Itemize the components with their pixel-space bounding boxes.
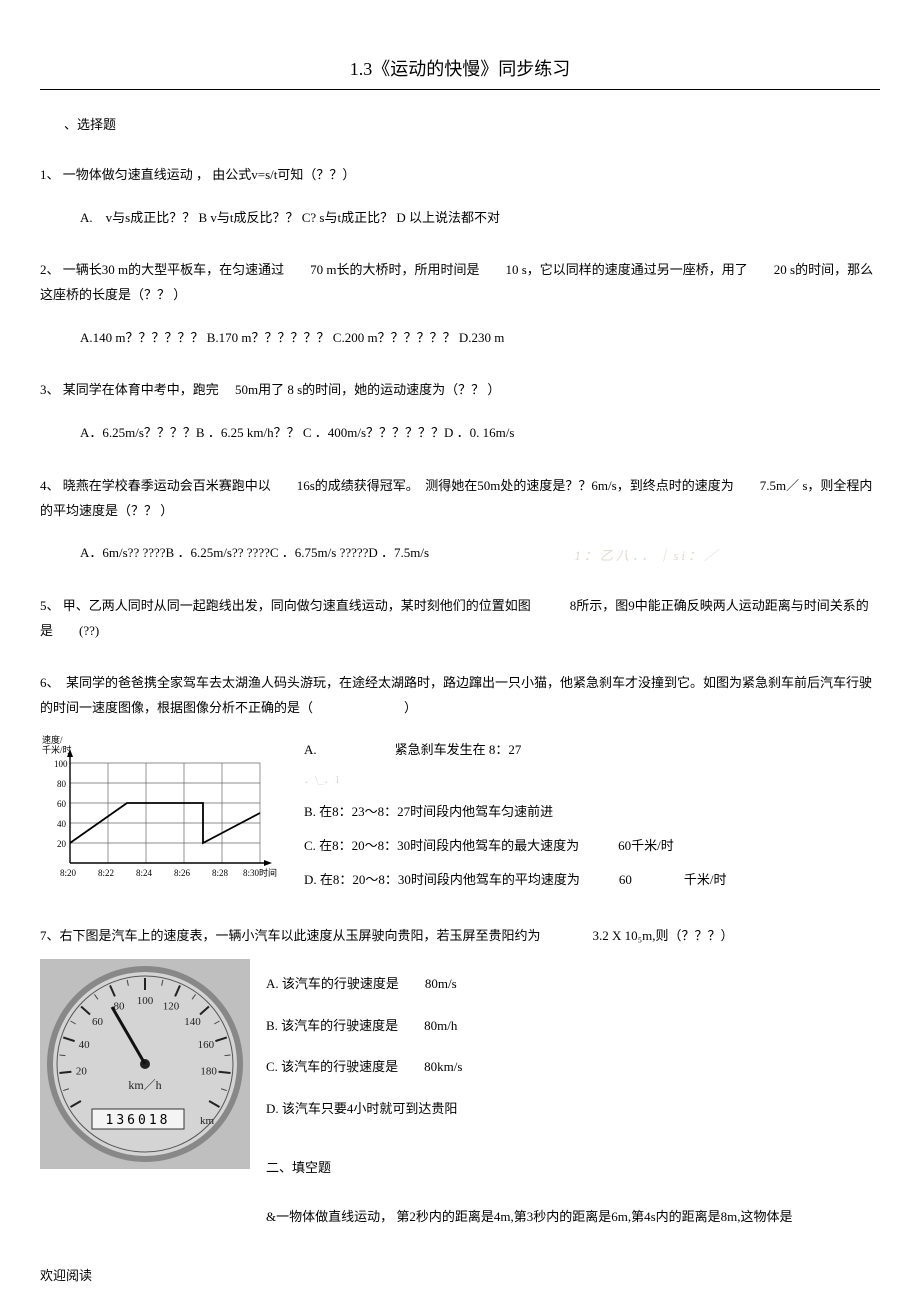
q7-stem: 7、右下图是汽车上的速度表，一辆小汽车以此速度从玉屏驶向贵阳，若玉屏至贵阳约为 … (40, 924, 880, 949)
footer: 欢迎阅读 (40, 1265, 92, 1284)
svg-text:80: 80 (113, 1001, 125, 1013)
q6-stem: 6、 某同学的爸爸携全家驾车去太湖渔人码头游玩，在途经太湖路时，路边蹿出一只小猫… (40, 671, 880, 720)
svg-text:8:22: 8:22 (98, 868, 114, 878)
q6-opt-a-faint: ．\_．1 (304, 766, 880, 795)
svg-text:8:30时间: 8:30时间 (243, 867, 277, 878)
svg-text:136018: 136018 (106, 1113, 171, 1128)
svg-text:速度/: 速度/ (42, 734, 63, 745)
q8-stem: &一物体做直线运动， 第2秒内的距离是4m,第3秒内的距离是6m,第4s内的距离… (266, 1207, 880, 1228)
svg-text:km: km (200, 1115, 215, 1127)
question-3: 3、 某同学在体育中考中，跑完 50m用了 8 s的时间，她的运动速度为（？？ … (40, 378, 880, 445)
svg-text:60: 60 (57, 799, 67, 809)
svg-text:8:24: 8:24 (136, 868, 153, 878)
question-2: 2、 一辆长30 m的大型平板车，在匀速通过 70 m长的大桥时，所用时间是 1… (40, 258, 880, 350)
svg-text:8:20: 8:20 (60, 868, 77, 878)
q7-opt-b: B. 该汽车的行驶速度是 80m/h (266, 1005, 880, 1047)
q3-options: A．6.25m/s？？？？B ．6.25 km/h？？ C ．400m/s？？？… (80, 421, 880, 446)
svg-text:20: 20 (76, 1066, 88, 1078)
q1-stem: 1、 一物体做匀速直线运动 ， 由公式v=s/t可知（？？） (40, 163, 880, 188)
content: 、选择题 1、 一物体做匀速直线运动 ， 由公式v=s/t可知（？？） A. v… (0, 90, 920, 1228)
q6-graph: 速度/ 千米/时 (40, 733, 280, 883)
question-1: 1、 一物体做匀速直线运动 ， 由公式v=s/t可知（？？） A. v与s成正比… (40, 163, 880, 230)
q6-opt-d: D. 在8：20～8：30时间段内他驾车的平均速度为 60 千米/时 (304, 863, 880, 897)
q7-speedometer: km／h 136018 km 20 4060 80 100 120 140 160 180 (40, 959, 250, 1169)
section-2-label: 二、填空题 (266, 1147, 880, 1189)
q3-stem: 3、 某同学在体育中考中，跑完 50m用了 8 s的时间，她的运动速度为（？？ … (40, 378, 880, 403)
svg-text:km／h: km／h (128, 1078, 161, 1092)
svg-text:20: 20 (57, 839, 67, 849)
svg-text:120: 120 (163, 1001, 180, 1013)
q2-stem: 2、 一辆长30 m的大型平板车，在匀速通过 70 m长的大桥时，所用时间是 1… (40, 258, 880, 307)
svg-text:8:28: 8:28 (212, 868, 229, 878)
q4-stem: 4、 晓燕在学校春季运动会百米赛跑中以 16s的成绩获得冠军。 测得她在50m处… (40, 474, 880, 523)
question-4: 4、 晓燕在学校春季运动会百米赛跑中以 16s的成绩获得冠军。 测得她在50m处… (40, 474, 880, 566)
svg-text:140: 140 (184, 1016, 201, 1028)
svg-text:100: 100 (137, 995, 154, 1007)
svg-text:160: 160 (198, 1039, 215, 1051)
svg-text:40: 40 (57, 819, 67, 829)
svg-text:千米/时: 千米/时 (42, 744, 72, 755)
page-title: 1.3《运动的快慢》同步练习 (40, 0, 880, 90)
svg-text:8:26: 8:26 (174, 868, 191, 878)
q7-options: A. 该汽车的行驶速度是 80m/s B. 该汽车的行驶速度是 80m/h C.… (266, 959, 880, 1228)
q2-options: A.140 m？？？？？？ B.170 m？？？？？？ C.200 m？？？？？… (80, 326, 880, 351)
question-5: 5、 甲、乙两人同时从同一起跑线出发，同向做匀速直线运动，某时刻他们的位置如图 … (40, 594, 880, 643)
q6-opt-b: B. 在8：23～8：27时间段内他驾车匀速前进 (304, 795, 880, 829)
svg-text:180: 180 (200, 1066, 217, 1078)
question-6: 6、 某同学的爸爸携全家驾车去太湖渔人码头游玩，在途经太湖路时，路边蹿出一只小猫… (40, 671, 880, 896)
q6-opt-a: A. 紧急刹车发生在 8：27 (304, 733, 880, 767)
section-1-label: 、选择题 (64, 114, 880, 133)
q5-stem: 5、 甲、乙两人同时从同一起跑线出发，同向做匀速直线运动，某时刻他们的位置如图 … (40, 594, 880, 643)
svg-text:100: 100 (54, 759, 68, 769)
svg-text:40: 40 (79, 1039, 91, 1051)
q6-options: A. 紧急刹车发生在 8：27 ．\_．1 B. 在8：23～8：27时间段内他… (304, 733, 880, 897)
q7-opt-a: A. 该汽车的行驶速度是 80m/s (266, 963, 880, 1005)
svg-text:60: 60 (92, 1016, 104, 1028)
q4-options: A．6m/s?? ????B ．6.25m/s?? ????C ．6.75m/s… (80, 541, 880, 566)
watermark: 1：乙八．．｜si：／ (574, 545, 720, 564)
q6-opt-c: C. 在8：20～8：30时间段内他驾车的最大速度为 60千米/时 (304, 829, 880, 863)
question-7: 7、右下图是汽车上的速度表，一辆小汽车以此速度从玉屏驶向贵阳，若玉屏至贵阳约为 … (40, 924, 880, 1227)
q7-opt-c: C. 该汽车的行驶速度是 80km/s (266, 1046, 880, 1088)
q1-options: A. v与s成正比？？ B v与t成反比？？ C? s与t成正比？ D 以上说法… (80, 206, 880, 231)
svg-text:80: 80 (57, 779, 67, 789)
q7-opt-d: D. 该汽车只要4小时就可到达贵阳 (266, 1088, 880, 1130)
